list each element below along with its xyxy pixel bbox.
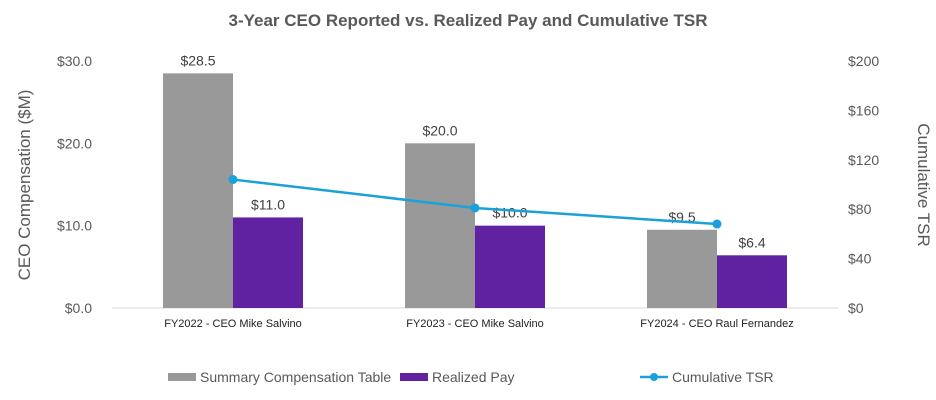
data-label: $10.0	[492, 205, 527, 221]
x-tick-label: FY2024 - CEO Raul Fernandez	[640, 318, 793, 330]
bar-0	[163, 73, 233, 308]
tsr-point	[470, 203, 480, 213]
bar-1	[475, 225, 545, 308]
tsr-point	[228, 175, 238, 185]
y2-tick-label: $40	[848, 251, 872, 267]
chart-title: 3-Year CEO Reported vs. Realized Pay and…	[229, 11, 708, 30]
legend-label: Cumulative TSR	[672, 369, 774, 385]
x-tick-label: FY2023 - CEO Mike Salvino	[406, 318, 544, 330]
data-label: $28.5	[180, 52, 215, 68]
y-tick-label: $0.0	[65, 300, 92, 316]
y2-tick-label: $80	[848, 201, 872, 217]
bar-1	[717, 255, 787, 308]
y2-tick-label: $120	[848, 152, 879, 168]
legend-label: Realized Pay	[432, 369, 515, 385]
legend-label: Summary Compensation Table	[200, 369, 391, 385]
legend-swatch	[400, 373, 428, 381]
bar-0	[405, 143, 475, 308]
x-tick-label: FY2022 - CEO Mike Salvino	[164, 318, 302, 330]
y-tick-label: $10.0	[57, 218, 92, 234]
data-label: $11.0	[251, 196, 285, 212]
y-tick-label: $20.0	[57, 135, 92, 151]
legend-swatch	[168, 373, 196, 381]
data-label: $6.4	[738, 234, 765, 250]
y2-tick-label: $0	[848, 300, 864, 316]
bar-0	[647, 229, 717, 308]
tsr-point	[712, 219, 722, 229]
y-tick-label: $30.0	[57, 53, 92, 69]
bar-1	[233, 217, 303, 308]
y2-tick-label: $200	[848, 53, 879, 69]
y2-tick-label: $160	[848, 102, 879, 118]
legend-marker	[650, 373, 658, 381]
y-axis-label: CEO Compensation ($M)	[15, 90, 34, 281]
y2-axis-label: Cumulative TSR	[914, 123, 933, 246]
data-label: $20.0	[422, 122, 457, 138]
